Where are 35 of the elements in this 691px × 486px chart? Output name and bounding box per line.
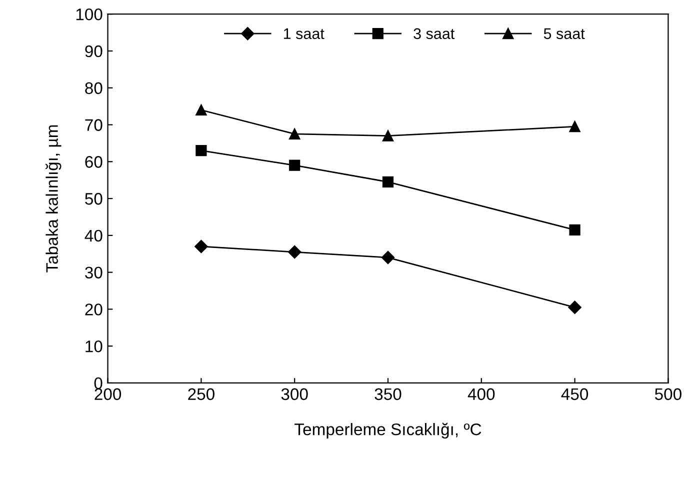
y-tick-label: 50	[85, 192, 102, 205]
point	[288, 245, 302, 259]
point	[289, 160, 300, 171]
point	[196, 104, 207, 116]
x-tick-label: 200	[94, 388, 122, 400]
point	[381, 250, 395, 264]
y-tick-label: 80	[85, 82, 102, 94]
x-tick-label: 400	[468, 388, 495, 400]
point	[194, 240, 208, 254]
y-tick-label: 0	[94, 377, 102, 390]
y-tick-label: 60	[85, 156, 102, 168]
point	[382, 176, 394, 188]
y-tick-label: 30	[85, 266, 102, 279]
x-tick-label: 450	[561, 388, 588, 400]
point	[569, 224, 580, 236]
legend-label: 5 saat	[544, 28, 585, 40]
y-axis-title: Tabaka kalınlığı, µm	[45, 125, 62, 272]
x-tick-label: 350	[374, 388, 402, 400]
x-tick-label: 250	[188, 388, 214, 400]
y-tick-label: 10	[86, 340, 102, 352]
legend-label: 1 saat	[284, 28, 324, 40]
x-tick-label: 300	[281, 388, 308, 400]
point	[568, 300, 582, 314]
y-tick-label: 100	[76, 8, 102, 20]
x-axis-title: Temperleme Sıcaklığı, ºC	[294, 422, 482, 439]
point	[196, 145, 207, 156]
x-tick-label: 500	[654, 388, 682, 400]
y-tick-label: 90	[85, 45, 102, 58]
legend-label: 3 saat	[414, 28, 455, 40]
y-tick-label: 70	[85, 119, 102, 131]
y-tick-label: 20	[85, 304, 102, 316]
point	[569, 121, 580, 132]
point	[289, 128, 300, 140]
y-tick-label: 40	[84, 230, 102, 242]
point	[382, 130, 394, 142]
